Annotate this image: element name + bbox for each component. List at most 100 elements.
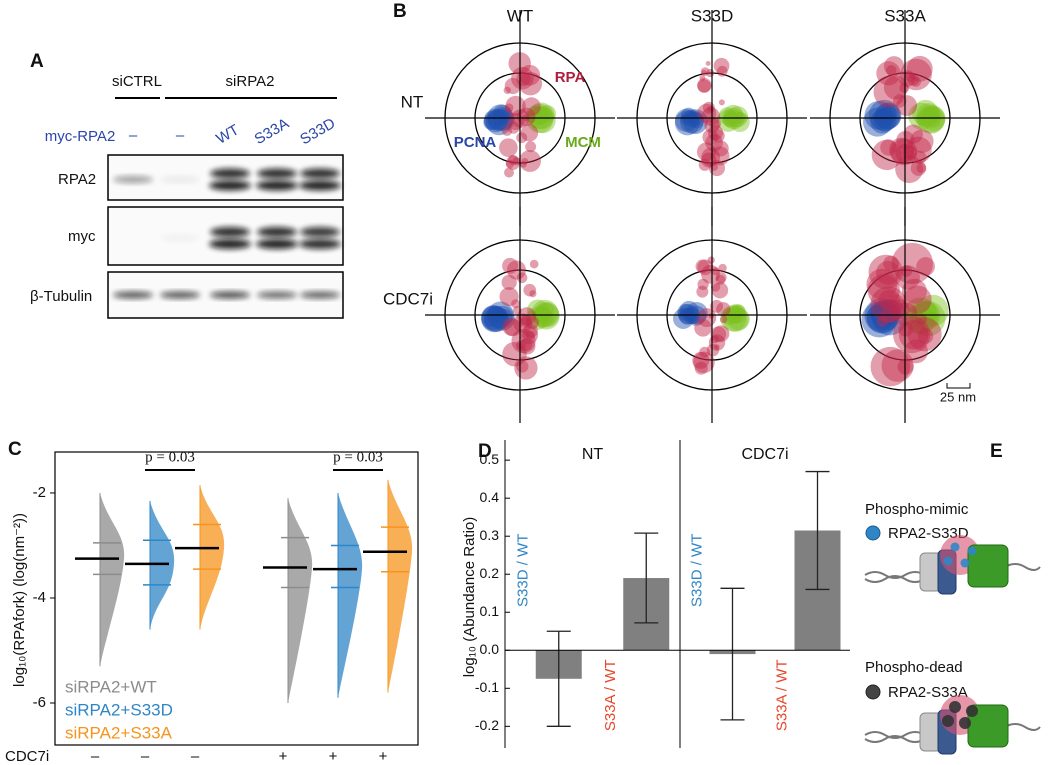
rpa-site xyxy=(876,316,888,328)
rpa-site xyxy=(873,75,906,108)
panel-letter: B xyxy=(393,1,407,22)
row-label: CDC7i xyxy=(383,289,433,308)
clusters xyxy=(425,10,1000,423)
rpa-site xyxy=(906,55,933,82)
category-label: S33D / WT xyxy=(515,534,532,607)
pcna-site xyxy=(688,112,705,129)
rpa-site xyxy=(701,147,721,167)
mcm-site xyxy=(531,299,559,327)
rpa-site xyxy=(505,95,526,117)
rpa-site xyxy=(503,86,511,94)
condition-label: + xyxy=(379,748,388,765)
models xyxy=(864,535,1041,755)
site xyxy=(966,705,978,717)
rpa-site xyxy=(692,351,710,369)
rpa-site xyxy=(910,129,934,154)
rpa-site xyxy=(902,145,917,160)
pcna-site xyxy=(492,104,512,124)
rpa-site xyxy=(702,129,719,146)
mcm-site xyxy=(532,307,553,328)
rpa-site xyxy=(700,67,710,76)
pcna-site xyxy=(677,303,695,321)
cluster-label: MCM xyxy=(565,134,601,151)
rpa-site xyxy=(696,285,709,298)
rpa-site xyxy=(705,133,723,152)
y-tick-label: -0.2 xyxy=(475,717,499,733)
model-title: Phospho-dead xyxy=(865,659,963,676)
mcm-site xyxy=(727,307,750,331)
mcm-site xyxy=(527,103,553,129)
rpa-site xyxy=(910,160,927,176)
rpa-site xyxy=(889,137,915,163)
mcm-site xyxy=(720,305,747,332)
rpa-site xyxy=(878,289,901,312)
band xyxy=(210,227,250,237)
pcna-site xyxy=(484,110,504,131)
rpa-site xyxy=(502,257,519,274)
scale-bar xyxy=(946,383,971,389)
rpa-site xyxy=(890,138,918,166)
mcm-site xyxy=(912,99,939,127)
site xyxy=(960,558,970,568)
rpa-site xyxy=(499,138,518,157)
rpa-site xyxy=(521,157,529,165)
band xyxy=(257,291,297,299)
pcna-site xyxy=(874,109,890,125)
rpa-site xyxy=(501,125,513,136)
rpa-site xyxy=(710,326,727,343)
rpa-site xyxy=(711,267,720,276)
rpa-site xyxy=(697,79,711,93)
pcna-site xyxy=(483,312,499,328)
condition-label: + xyxy=(329,748,338,765)
rpa-site xyxy=(880,139,897,156)
category-label: S33A / WT xyxy=(773,659,790,731)
rpa-site xyxy=(697,77,712,93)
rpa-site xyxy=(519,338,533,352)
site xyxy=(950,542,960,552)
legend-dot xyxy=(865,684,881,700)
rpa-site xyxy=(876,61,901,86)
mcm-site xyxy=(723,113,737,128)
pcna-site xyxy=(866,301,898,334)
condition-label: – xyxy=(191,748,200,765)
y-tick-label: 0.0 xyxy=(480,641,500,657)
rpa-site xyxy=(892,94,907,108)
model-label: RPA2-S33D xyxy=(888,525,969,542)
rpa-site xyxy=(719,315,728,324)
pcna-site xyxy=(873,108,897,132)
rpa-site xyxy=(895,265,920,290)
mcm-site xyxy=(915,300,937,322)
rpa-site xyxy=(871,139,903,171)
lane-label: WT xyxy=(213,121,242,147)
pcna-site xyxy=(866,304,894,332)
blot-label: β-Tubulin xyxy=(30,288,92,305)
dna xyxy=(864,731,926,743)
pcna-site xyxy=(483,306,510,332)
y-tick-label: 0.2 xyxy=(480,565,500,581)
pcna-site xyxy=(686,305,707,326)
mcm-site xyxy=(535,110,549,124)
rpa-site xyxy=(900,58,932,91)
rpa-site xyxy=(896,95,918,116)
pcna-site xyxy=(861,301,898,338)
y-tick-label: -0.1 xyxy=(475,679,499,695)
rpa-site xyxy=(868,254,903,290)
rpa-site xyxy=(701,69,707,75)
rpa-site xyxy=(505,159,515,169)
y-axis-label: log₁₀ (Abundance Ratio) xyxy=(461,517,478,678)
y-tick-label: -4 xyxy=(33,589,46,606)
mcm-site xyxy=(908,102,936,130)
y-tick-label: -6 xyxy=(33,694,46,711)
mcm-site xyxy=(924,106,941,123)
rpa-site xyxy=(519,338,536,355)
rpa-site xyxy=(526,316,539,329)
rpa-site xyxy=(887,294,905,312)
pcna-site xyxy=(481,305,508,332)
rpa-site xyxy=(910,76,922,87)
band xyxy=(160,235,200,242)
category-label: S33A / WT xyxy=(602,659,619,731)
mcm-site xyxy=(905,304,935,335)
mcm-site xyxy=(722,306,749,332)
rpa-site xyxy=(707,124,724,141)
mcm-site xyxy=(908,302,932,326)
